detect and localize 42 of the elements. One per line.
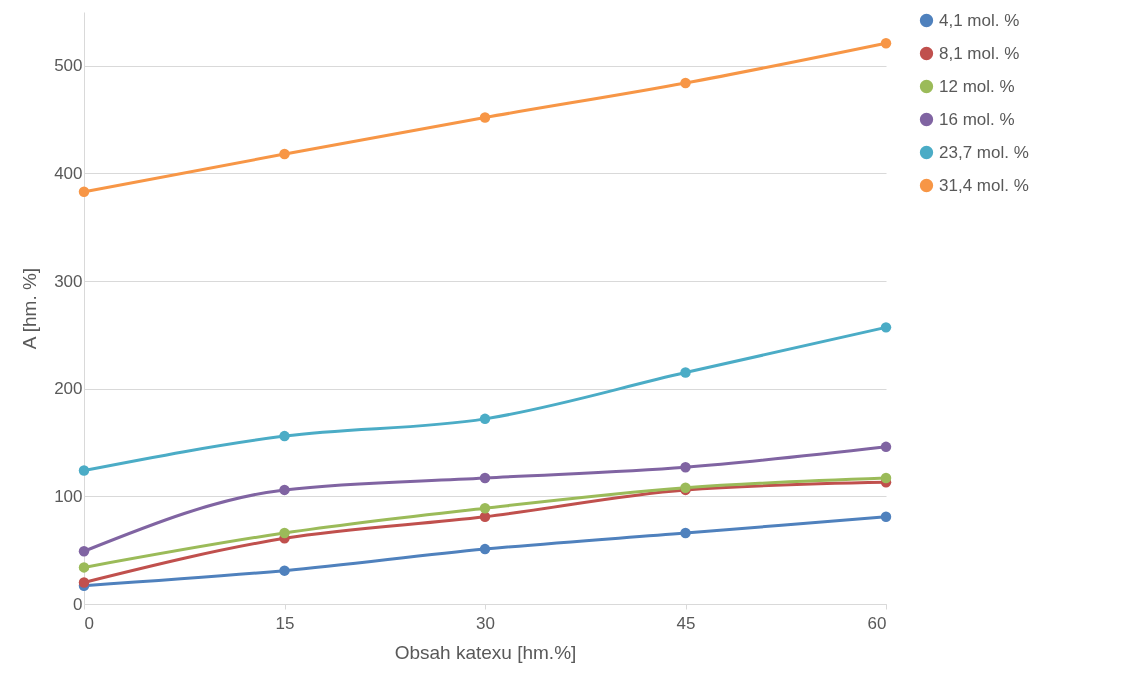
point <box>880 441 892 453</box>
point <box>479 543 491 555</box>
legend-label: 8,1 mol. % <box>939 43 1020 63</box>
point <box>279 565 290 576</box>
x-tick-label: 45 <box>676 613 696 633</box>
point <box>479 502 491 514</box>
point <box>279 527 290 539</box>
point <box>78 186 90 197</box>
point <box>479 511 491 523</box>
x-tick-label: 60 <box>867 613 887 633</box>
point <box>279 484 290 496</box>
y-tick-label: 200 <box>54 379 83 399</box>
legend-label: 12 mol. % <box>939 76 1015 96</box>
point <box>680 367 691 378</box>
x-tick-label: 15 <box>275 613 295 633</box>
legend-label: 31,4 mol. % <box>939 175 1029 195</box>
y-tick-label: 500 <box>54 56 83 76</box>
y-tick-label: 0 <box>73 594 83 614</box>
y-tick-label: 400 <box>54 163 83 183</box>
point <box>880 37 892 49</box>
point <box>479 413 491 425</box>
point <box>479 472 491 484</box>
y-tick-label: 100 <box>54 486 83 506</box>
point <box>680 527 691 539</box>
point <box>880 322 892 333</box>
legend-label: 16 mol. % <box>939 109 1015 129</box>
point <box>78 562 90 573</box>
point <box>880 472 892 484</box>
x-axis-title: Obsah katexu [hm.%] <box>394 641 577 663</box>
point <box>78 546 90 557</box>
y-axis-title: A [hm. %] <box>19 267 41 350</box>
legend-label: 4,1 mol. % <box>939 10 1020 30</box>
y-tick-label: 300 <box>54 271 83 291</box>
point <box>78 465 90 476</box>
point <box>479 112 491 123</box>
point <box>880 511 892 523</box>
point <box>279 148 290 160</box>
point <box>279 430 290 442</box>
point <box>680 77 691 89</box>
legend-label: 23,7 mol. % <box>939 142 1029 162</box>
point <box>680 462 691 473</box>
x-tick-label: 30 <box>476 613 495 633</box>
